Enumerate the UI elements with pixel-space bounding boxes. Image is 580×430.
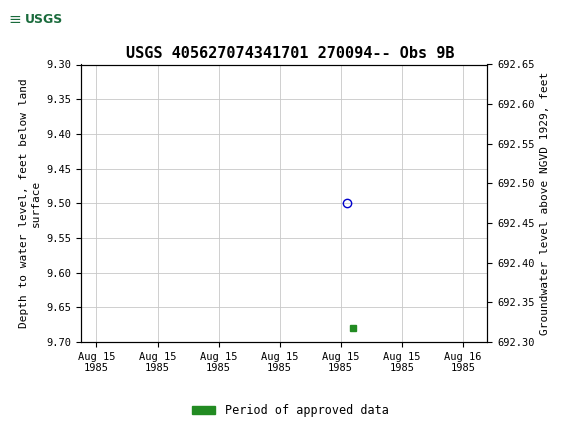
Text: ≡: ≡ [9, 12, 21, 27]
FancyBboxPatch shape [6, 3, 81, 36]
Legend: Period of approved data: Period of approved data [187, 399, 393, 422]
Text: USGS 405627074341701 270094-- Obs 9B: USGS 405627074341701 270094-- Obs 9B [126, 46, 454, 61]
Y-axis label: Groundwater level above NGVD 1929, feet: Groundwater level above NGVD 1929, feet [540, 71, 550, 335]
Y-axis label: Depth to water level, feet below land
surface: Depth to water level, feet below land su… [19, 78, 41, 328]
Text: USGS: USGS [24, 13, 63, 26]
